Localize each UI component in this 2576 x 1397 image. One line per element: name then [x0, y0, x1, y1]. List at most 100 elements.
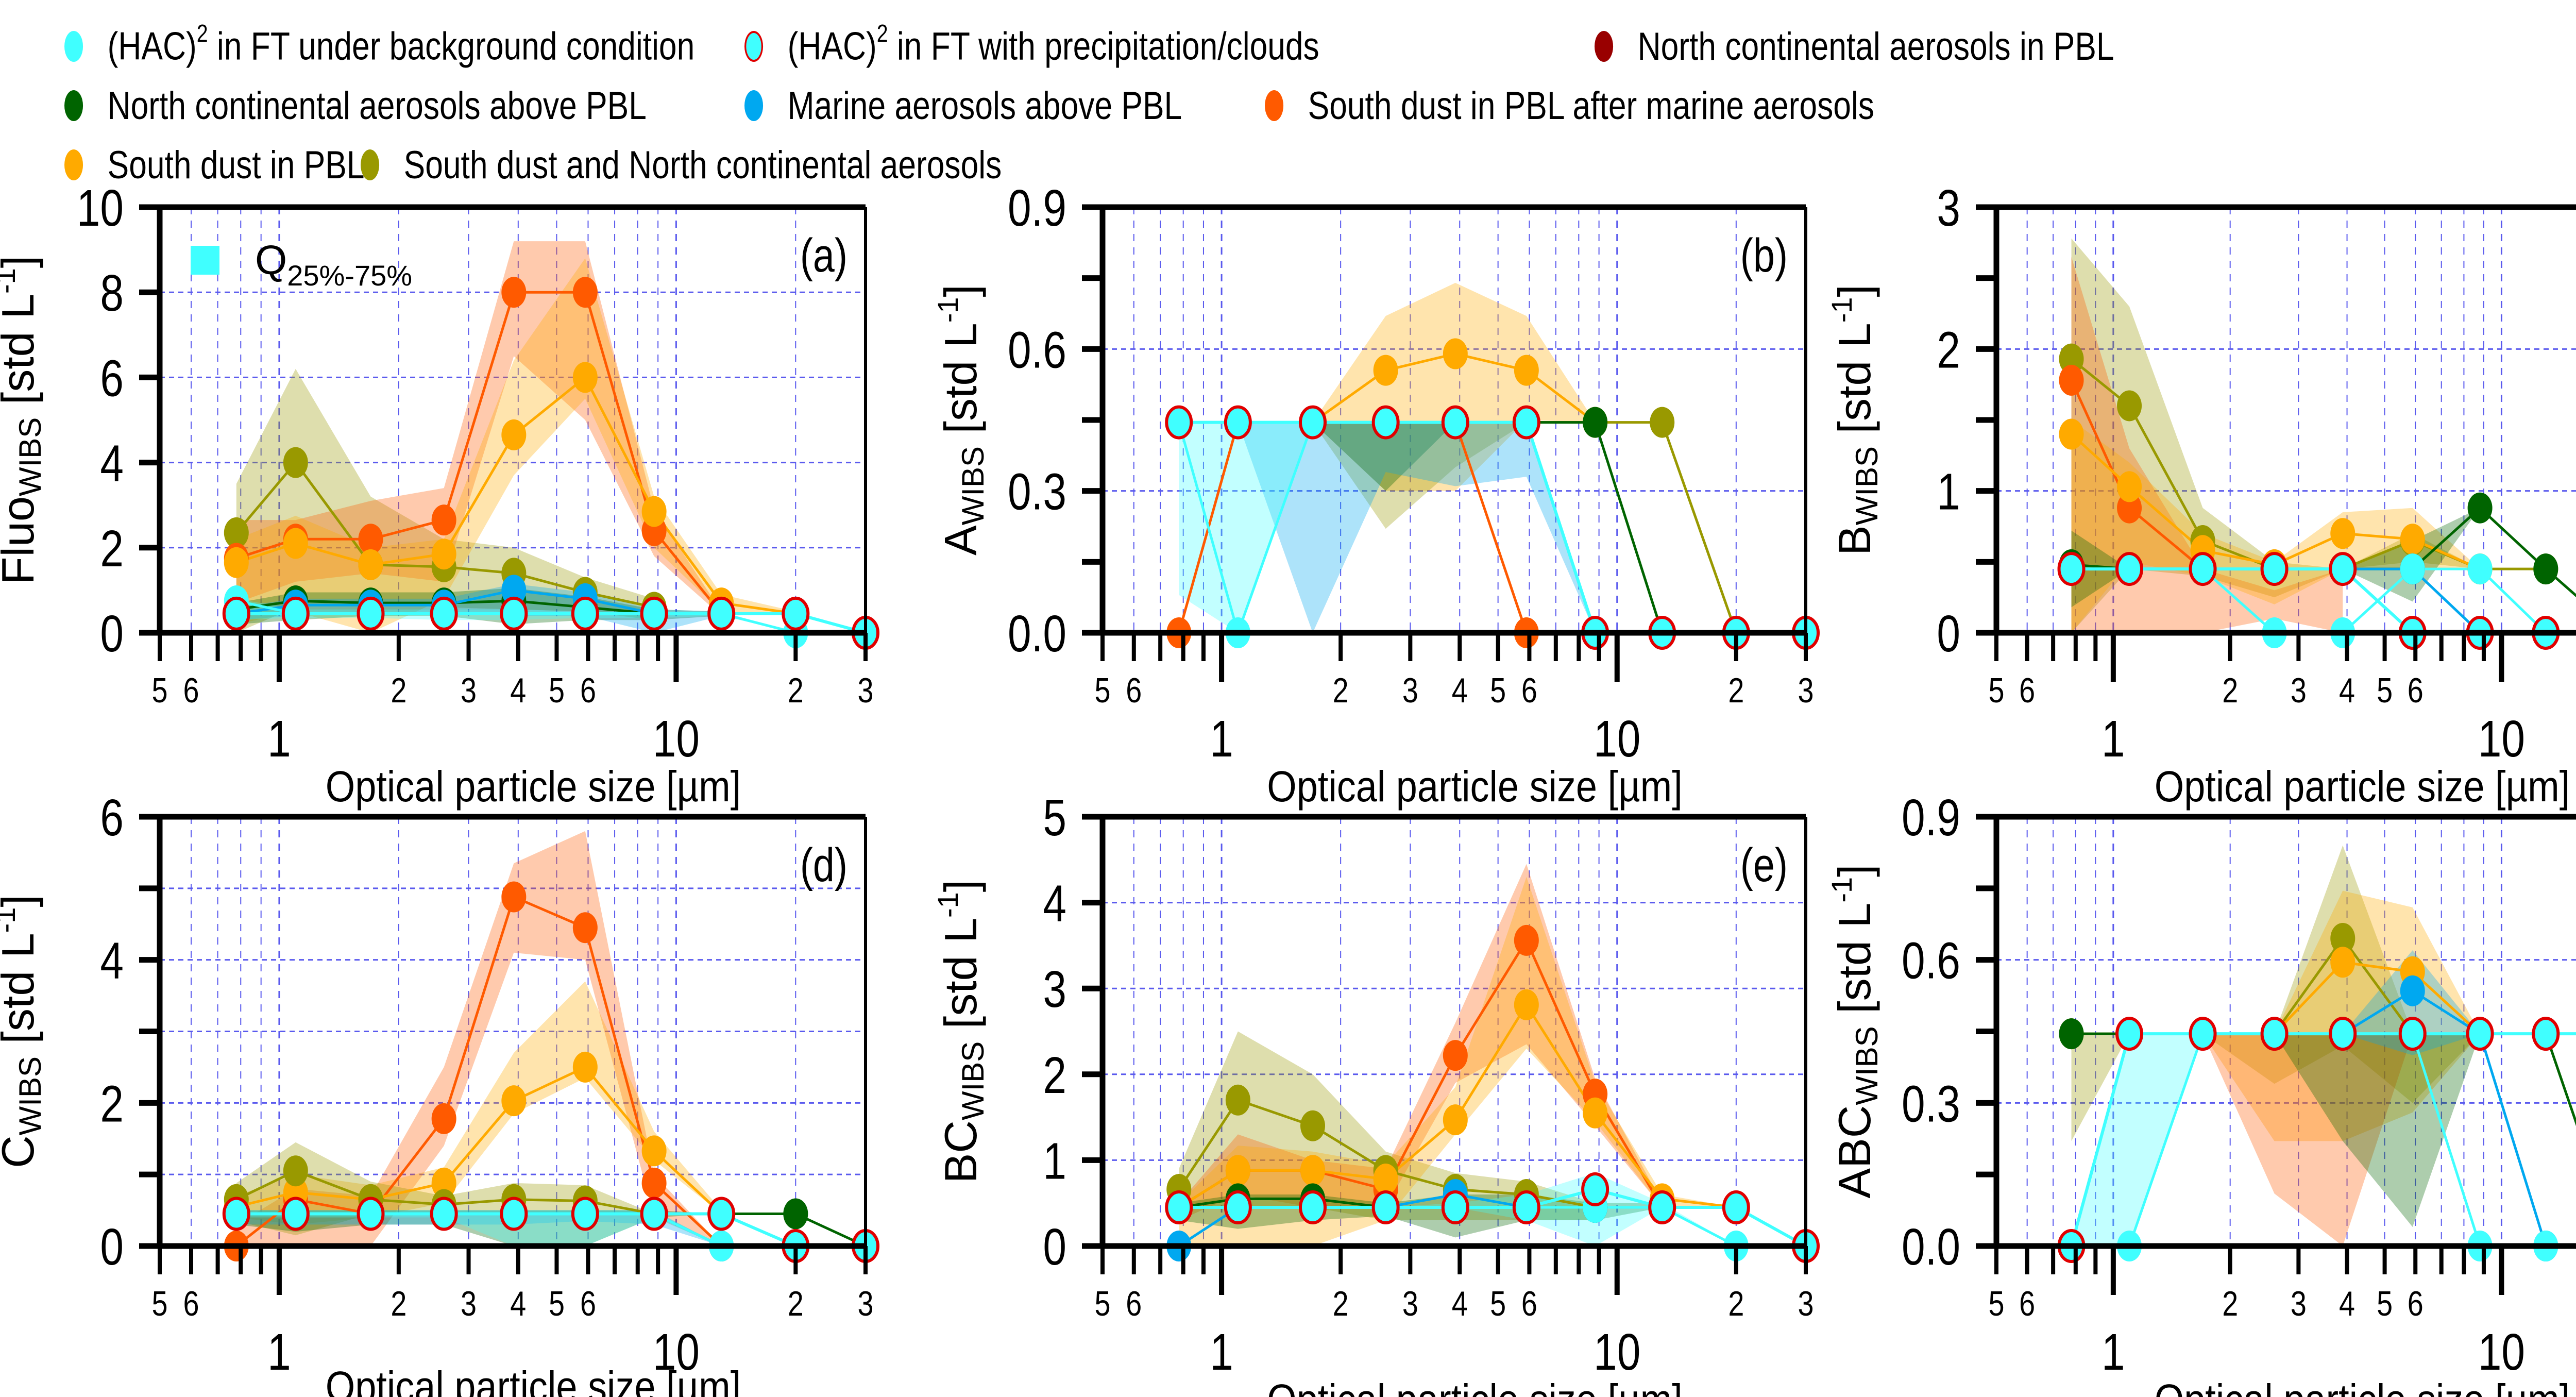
x-tick-minor-label: 6	[1521, 671, 1537, 710]
x-axis-label: Optical particle size [µm]	[326, 762, 741, 811]
data-point	[2533, 553, 2558, 585]
quartile-band	[236, 368, 654, 633]
data-point	[281, 1197, 310, 1231]
y-tick-label: 2	[1937, 322, 1960, 379]
y-axis-label: AWIBS [std L-1]	[931, 284, 990, 556]
data-point	[431, 1103, 456, 1134]
legend-marker-icon	[361, 149, 380, 180]
panel-label: (a)	[800, 229, 848, 282]
quartile-band	[1179, 1031, 1596, 1221]
x-tick-minor-label: 6	[1126, 1285, 1142, 1323]
y-tick-label: 4	[100, 435, 124, 493]
x-tick-minor-label: 2	[2222, 671, 2238, 710]
x-tick-minor-label: 2	[1728, 1285, 1744, 1323]
y-tick-label: 3	[1043, 961, 1066, 1019]
legend-label: Marine aerosols above PBL	[787, 83, 1182, 128]
legend-item: South dust and North continental aerosol…	[361, 142, 1002, 188]
x-tick-minor-label: 3	[1402, 671, 1418, 710]
data-point	[783, 1198, 808, 1230]
x-axis-label: Optical particle size [µm]	[2155, 1375, 2570, 1397]
quartile-band	[236, 241, 722, 616]
data-point	[1650, 407, 1675, 438]
data-point	[572, 912, 598, 944]
y-tick-label: 2	[1043, 1047, 1066, 1104]
x-tick-minor-label: 6	[2408, 671, 2424, 710]
data-point	[1373, 355, 1398, 386]
x-tick-minor-label: 6	[580, 671, 596, 710]
x-tick-minor-label: 3	[1798, 671, 1814, 710]
data-point	[2400, 553, 2425, 585]
x-tick-minor-label: 6	[1126, 671, 1142, 710]
x-tick-minor-label: 5	[1988, 671, 2004, 710]
quartile-band	[236, 598, 866, 633]
data-point	[572, 362, 598, 393]
x-tick-minor-label: 2	[1333, 1285, 1349, 1323]
data-point	[2400, 524, 2425, 555]
x-tick-major-label: 10	[653, 710, 700, 768]
legend-label: (HAC)2 in FT with precipitation/clouds	[787, 20, 1319, 69]
x-tick-minor-label: 4	[510, 1285, 526, 1323]
y-tick-label: 10	[77, 179, 124, 237]
legend-marker-icon	[64, 31, 83, 62]
y-tick-label: 3	[1937, 179, 1960, 237]
data-point	[572, 1051, 598, 1083]
x-tick-minor-label: 6	[183, 1285, 199, 1323]
data-point	[281, 596, 310, 631]
quartile-band	[2202, 890, 2480, 1141]
y-tick-label: 6	[100, 789, 124, 847]
data-point	[1225, 1155, 1250, 1186]
data-point	[2059, 364, 2084, 396]
data-point	[1581, 1172, 1609, 1207]
data-point	[501, 881, 527, 913]
data-point	[2330, 947, 2355, 978]
y-tick-label: 1	[1043, 1133, 1066, 1190]
data-point	[501, 419, 527, 450]
x-tick-major-label: 10	[653, 1323, 700, 1381]
series-line	[2070, 1032, 2576, 1247]
data-point	[2117, 390, 2142, 422]
data-point	[1225, 1084, 1250, 1116]
quartile-legend-label: Q25%-75%	[255, 237, 412, 292]
quartile-band	[236, 1142, 654, 1236]
data-point	[2330, 518, 2355, 549]
y-axis-label: BCWIBS [std L-1]	[931, 880, 990, 1184]
y-tick-label: 0.6	[1902, 932, 1960, 990]
data-point	[1512, 405, 1540, 440]
data-point	[1443, 1104, 1468, 1136]
y-tick-label: 5	[1043, 789, 1066, 847]
quartile-band	[1179, 1173, 1806, 1246]
data-point	[1583, 407, 1608, 438]
quartile-band	[236, 1210, 866, 1246]
legend-marker-icon	[64, 90, 83, 121]
legend-item: (HAC)2 in FT with precipitation/clouds	[744, 20, 1319, 70]
data-point	[1224, 1190, 1252, 1225]
data-point	[1373, 1164, 1398, 1195]
series-line	[236, 375, 866, 634]
y-tick-label: 6	[100, 350, 124, 408]
x-tick-minor-label: 5	[1490, 1285, 1506, 1323]
y-tick-label: 0.0	[1902, 1218, 1960, 1276]
data-point	[1165, 1190, 1193, 1225]
data-point	[430, 596, 458, 631]
data-point	[1165, 405, 1193, 440]
x-tick-minor-label: 2	[788, 671, 804, 710]
data-point	[2260, 552, 2289, 586]
x-tick-minor-label: 5	[2377, 1285, 2393, 1323]
data-point	[283, 1155, 308, 1187]
data-point	[358, 549, 383, 580]
data-point	[2329, 1017, 2357, 1051]
data-point	[1371, 405, 1400, 440]
data-point	[640, 1197, 668, 1231]
y-axis-label: BWIBS [std L-1]	[1825, 284, 1884, 556]
data-point	[224, 517, 249, 548]
chart-panel-e: 012345562345623110Optical particle size …	[931, 789, 1820, 1397]
data-point	[431, 538, 456, 570]
y-axis-label: ABCWIBS [std L-1]	[1825, 864, 1884, 1198]
legend-marker-icon	[64, 149, 83, 180]
data-point	[1443, 1040, 1468, 1071]
x-tick-minor-label: 5	[2377, 671, 2393, 710]
quartile-band	[1312, 422, 1663, 633]
series-line	[235, 895, 722, 1247]
x-tick-minor-label: 4	[2339, 671, 2355, 710]
